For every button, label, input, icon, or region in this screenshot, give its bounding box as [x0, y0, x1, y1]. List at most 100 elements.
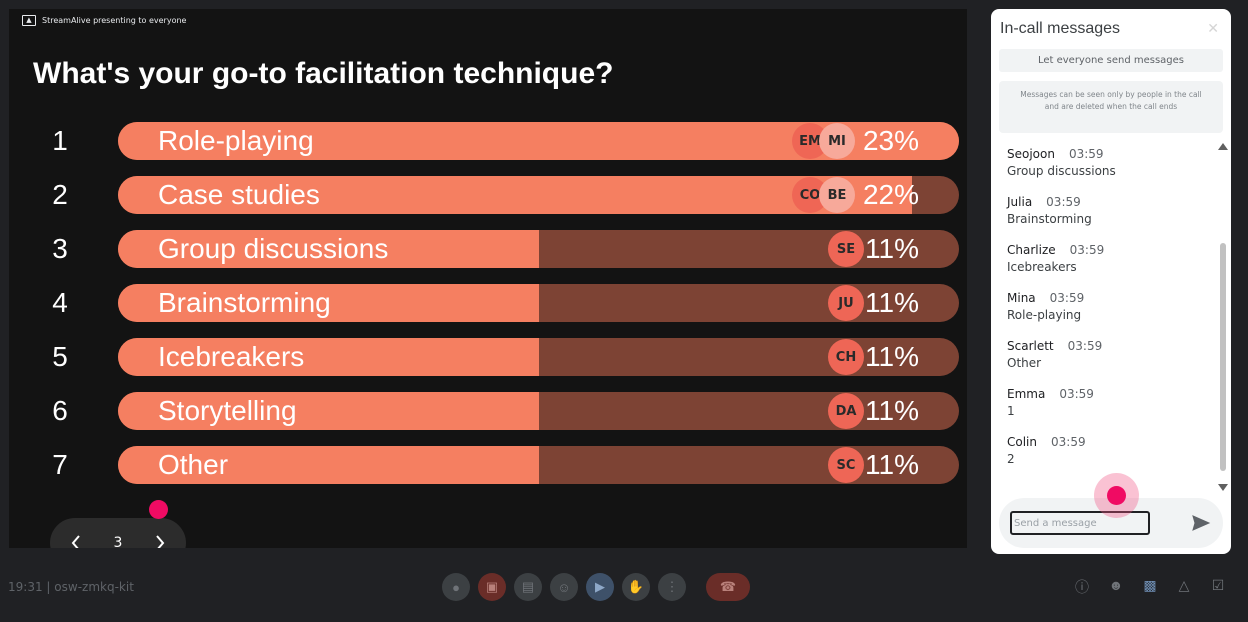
message-sender: Julia	[1007, 195, 1033, 209]
message-time: 03:59	[1059, 387, 1094, 401]
message-input[interactable]	[1010, 511, 1150, 535]
option-rank: 6	[52, 395, 68, 426]
option-bar-fill	[118, 392, 539, 430]
scroll-thumb[interactable]	[1220, 243, 1226, 471]
voter-avatar: JU	[828, 285, 864, 321]
message-header: Charlize 03:59	[1007, 243, 1104, 257]
pointer-indicator	[149, 500, 168, 519]
option-percent: 11%	[865, 233, 919, 264]
message-sender: Colin	[1007, 435, 1037, 449]
emoji-icon[interactable]: ☺	[550, 573, 578, 601]
microphone-icon[interactable]: ●	[442, 573, 470, 601]
poll-question: What's your go-to facilitation technique…	[33, 57, 614, 90]
chat-message: Julia 03:59 Brainstorming	[1007, 195, 1092, 226]
more-options-icon[interactable]: ⋮	[658, 573, 686, 601]
option-bar-fill	[118, 446, 539, 484]
chat-message: Colin 03:59 2	[1007, 435, 1086, 466]
message-scrollbar[interactable]	[1218, 143, 1228, 491]
chat-icon[interactable]: ▩	[1143, 577, 1157, 593]
camera-off-icon[interactable]: ▣	[478, 573, 506, 601]
slide-pager: 3	[50, 518, 186, 548]
poll-option-row: 7 Other SC 11%	[9, 446, 967, 484]
message-time: 03:59	[1067, 339, 1103, 353]
meeting-info: 19:31 | osw-zmkq-kit	[8, 580, 134, 594]
message-sender: Charlize	[1007, 243, 1056, 257]
call-controls: ● ▣ ▤ ☺ ▶ ✋ ⋮ ☎	[442, 572, 750, 602]
option-percent: 11%	[865, 395, 919, 426]
option-percent: 23%	[862, 125, 919, 156]
host-controls-icon[interactable]: ☑	[1211, 577, 1225, 593]
option-percent: 11%	[865, 341, 919, 372]
voter-avatar: SE	[828, 231, 864, 267]
message-sender: Mina	[1007, 291, 1036, 305]
message-header: Emma 03:59	[1007, 387, 1094, 401]
option-rank: 1	[52, 125, 68, 156]
message-header: Mina 03:59	[1007, 291, 1084, 305]
option-rank: 2	[52, 179, 68, 210]
presenter-label: StreamAlive presenting to everyone	[42, 16, 187, 25]
voter-avatar: MI	[819, 123, 855, 159]
message-time: 03:59	[1068, 147, 1104, 161]
message-text: Group discussions	[1007, 164, 1116, 178]
meeting-toolbar: 19:31 | osw-zmkq-kit ● ▣ ▤ ☺ ▶ ✋ ⋮ ☎ ⓘ ☻…	[0, 555, 1248, 622]
message-text: 2	[1007, 452, 1015, 466]
people-icon[interactable]: ☻	[1108, 577, 1124, 593]
option-label: Icebreakers	[158, 341, 305, 372]
meeting-time: 19:31	[8, 580, 43, 594]
let-everyone-send-toggle[interactable]: Let everyone send messages	[999, 49, 1223, 72]
chat-message: Scarlett 03:59 Other	[1007, 339, 1102, 370]
message-time: 03:59	[1051, 435, 1086, 449]
present-screen-icon[interactable]: ▶	[586, 573, 614, 601]
slide-number: 3	[113, 535, 123, 548]
poll-options: 1 Role-playing EM MI 23% 2 Case studies CO BE 22%…	[9, 9, 967, 548]
cursor-dot	[1107, 486, 1126, 505]
option-bar	[118, 230, 959, 268]
message-list: Seojoon 03:59 Group discussions Julia 03:59 B…	[991, 137, 1216, 487]
scroll-up-icon[interactable]	[1218, 143, 1228, 150]
side-controls: ⓘ ☻ ▩ △ ☑	[1072, 577, 1228, 597]
chat-notice: Messages can be seen only by people in t…	[999, 81, 1223, 133]
message-text: Role-playing	[1007, 308, 1082, 322]
poll-option-row: 3 Group discussions SE 11%	[9, 230, 967, 268]
message-header: Julia 03:59	[1007, 195, 1092, 209]
message-header: Scarlett 03:59	[1007, 339, 1102, 353]
scroll-down-icon[interactable]	[1218, 484, 1228, 491]
option-label: Case studies	[158, 179, 320, 210]
close-icon[interactable]: ✕	[1207, 20, 1219, 36]
chevron-right-icon[interactable]	[145, 528, 175, 548]
send-icon[interactable]	[1191, 513, 1211, 533]
option-label: Role-playing	[158, 125, 314, 156]
option-percent: 22%	[862, 179, 919, 210]
option-rank: 7	[52, 449, 68, 480]
captions-icon[interactable]: ▤	[514, 573, 542, 601]
info-icon[interactable]: ⓘ	[1075, 579, 1089, 595]
message-text: Other	[1007, 356, 1042, 370]
presentation-stage: ▲ StreamAlive presenting to everyone Wha…	[9, 9, 967, 548]
option-bar-fill	[118, 284, 539, 322]
message-time: 03:59	[1069, 243, 1105, 257]
option-rank: 4	[52, 287, 68, 318]
message-text: Icebreakers	[1007, 260, 1077, 274]
message-sender: Seojoon	[1007, 147, 1055, 161]
option-rank: 3	[52, 233, 68, 264]
option-label: Brainstorming	[158, 287, 331, 318]
poll-option-row: 4 Brainstorming JU 11%	[9, 284, 967, 322]
message-header: Colin 03:59	[1007, 435, 1086, 449]
message-header: Seojoon 03:59	[1007, 147, 1116, 161]
message-composer	[999, 498, 1223, 548]
option-bar-fill	[118, 176, 912, 214]
option-bar-fill	[118, 338, 539, 376]
poll-option-row: 2 Case studies CO BE 22%	[9, 176, 967, 214]
option-rank: 5	[52, 341, 68, 372]
poll-option-row: 1 Role-playing EM MI 23%	[9, 122, 967, 160]
option-bar	[118, 392, 959, 430]
poll-option-row: 5 Icebreakers CH 11%	[9, 338, 967, 376]
end-call-icon[interactable]: ☎	[706, 573, 750, 601]
option-percent: 11%	[865, 287, 919, 318]
message-sender: Emma	[1007, 387, 1046, 401]
option-label: Group discussions	[158, 233, 389, 264]
chevron-left-icon[interactable]	[61, 528, 91, 548]
chat-message: Seojoon 03:59 Group discussions	[1007, 147, 1116, 178]
raise-hand-icon[interactable]: ✋	[622, 573, 650, 601]
activities-icon[interactable]: △	[1178, 577, 1190, 593]
